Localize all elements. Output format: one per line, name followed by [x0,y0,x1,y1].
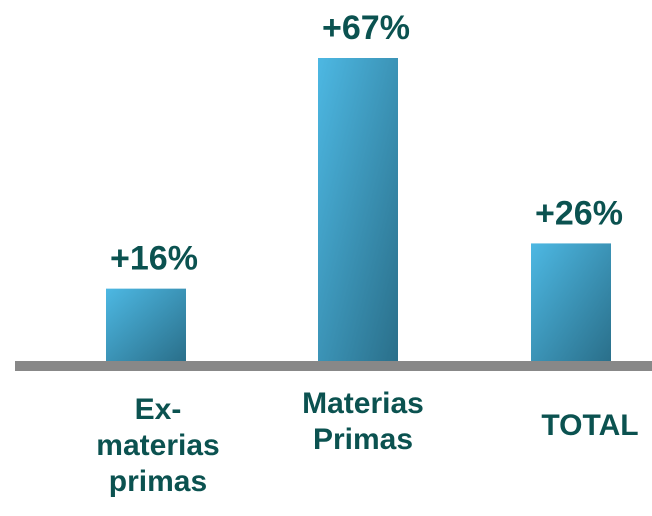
bar-1 [318,58,398,361]
category-label-2: TOTAL [510,408,652,444]
category-label-line: materias [96,429,220,462]
bar-2 [531,243,611,361]
category-label-line: Primas [312,423,414,456]
baseline-axis [15,361,652,371]
category-label-line: Ex- [134,393,182,426]
category-label-1: Materias Primas [283,386,443,458]
category-label-line: primas [108,465,208,498]
category-label-line: Materias [302,387,424,420]
data-label-2: +26% [535,194,623,232]
bar-0 [106,288,186,361]
category-label-0: Ex-materias primas [78,392,238,500]
category-label-line: TOTAL [541,409,639,442]
data-label-1: +67% [322,9,410,47]
data-label-0: +16% [110,240,198,278]
